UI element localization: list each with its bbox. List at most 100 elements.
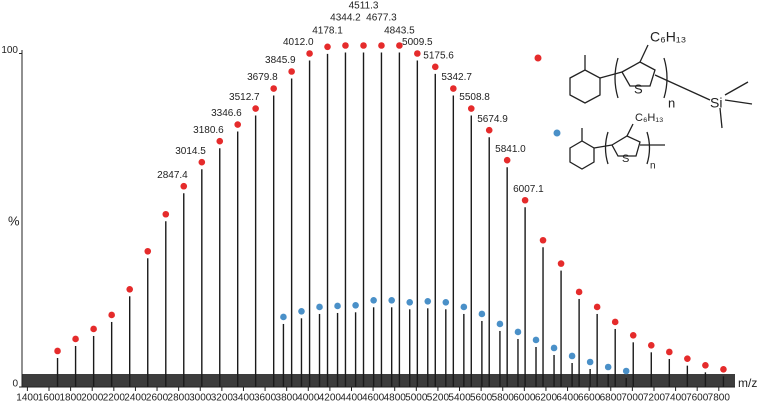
y-tick-label: 100 [1, 45, 18, 56]
x-tick-label: 5200 [427, 393, 450, 404]
peak-marker [629, 332, 637, 339]
x-tick-label: 1800 [59, 393, 82, 404]
peak-label: 5009.5 [402, 37, 433, 48]
peak-marker [334, 302, 341, 310]
x-tick-label: 1600 [38, 393, 61, 404]
peak-label: 4178.1 [312, 26, 343, 37]
x-tick-label: 1400 [16, 393, 39, 404]
peak-marker [352, 301, 359, 309]
peak-marker [414, 50, 421, 57]
structure-1 [534, 44, 753, 129]
y-tick-label: 0 [12, 379, 18, 390]
peak-marker [162, 210, 170, 218]
peak-marker [496, 320, 504, 328]
bond [599, 71, 623, 79]
x-tick-label: 4400 [340, 393, 363, 404]
peak-label: 4677.3 [366, 13, 397, 24]
x-tick-label: 2400 [124, 393, 147, 404]
x-tick-label: 2200 [103, 393, 126, 404]
peak-label: 3014.5 [175, 146, 206, 157]
peak-marker [647, 342, 655, 349]
peak-marker [234, 121, 241, 128]
peak-label: 5674.9 [477, 114, 508, 125]
peak-marker [424, 297, 432, 305]
x-tick-label: 5400 [448, 393, 471, 404]
peak-label: 2847.4 [157, 170, 188, 181]
ring [569, 140, 595, 170]
peak-marker [108, 311, 115, 319]
peak-marker [378, 42, 385, 49]
peak-marker [568, 352, 576, 360]
peak-marker [198, 158, 206, 166]
end-group: Si [710, 95, 722, 111]
peak-marker [306, 50, 313, 57]
ring [569, 69, 601, 104]
peak-label: 3512.7 [229, 92, 260, 103]
peak-marker [54, 347, 61, 355]
peak-marker [280, 313, 287, 321]
bond [719, 107, 723, 129]
x-tick-label: 2000 [81, 393, 104, 404]
x-tick-label: 7200 [643, 393, 666, 404]
peak-marker [126, 285, 134, 293]
peak-marker [666, 348, 673, 356]
bracket [614, 57, 668, 99]
x-tick-label: 5800 [492, 393, 515, 404]
peak-marker [485, 126, 493, 134]
x-tick-label: 6200 [535, 393, 558, 404]
peak-marker [684, 355, 691, 362]
peak-marker [467, 105, 475, 112]
x-tick-label: 3600 [254, 393, 277, 404]
peak-label: 6007.1 [513, 184, 544, 195]
peak-marker [144, 247, 152, 255]
peak-marker [557, 260, 565, 267]
peak-marker [450, 85, 457, 92]
peak-marker [252, 105, 259, 112]
ring [621, 61, 656, 87]
peak-label: 3346.6 [211, 108, 242, 119]
peak-marker [388, 296, 395, 304]
x-tick-label: 3200 [211, 393, 234, 404]
peak-label: 5175.6 [423, 50, 454, 61]
bond [626, 123, 634, 137]
peak-label: 3679.8 [247, 72, 278, 83]
x-tick-label: 7800 [708, 393, 731, 404]
repeat: n [650, 161, 656, 172]
peak-marker [720, 366, 727, 373]
x-tick-label: 3400 [232, 393, 255, 404]
bond [724, 99, 753, 105]
x-tick-label: 6800 [600, 393, 623, 404]
peak-marker [442, 298, 450, 306]
peak-marker [316, 303, 323, 311]
peak-marker [72, 335, 79, 343]
peak-marker [514, 328, 522, 336]
peak-marker [431, 63, 439, 71]
peak-marker [622, 367, 630, 375]
x-tick-label: 6400 [556, 393, 579, 404]
ring-atom: S [634, 81, 643, 96]
peak-marker [532, 336, 540, 344]
peak-label: 4344.2 [330, 13, 361, 24]
peak-label: 3845.9 [265, 55, 296, 66]
peak-label: 5508.8 [459, 92, 490, 103]
x-tick-label: 3000 [189, 393, 212, 404]
peak-marker [593, 303, 601, 311]
peak-marker [460, 303, 468, 311]
x-tick-label: 7400 [664, 393, 687, 404]
peak-marker [298, 307, 305, 315]
x-tick-label: 3800 [276, 393, 299, 404]
peak-label: 4511.3 [349, 1, 379, 12]
peak-marker [370, 296, 377, 304]
peak-marker [503, 156, 511, 164]
x-tick-label: 6600 [578, 393, 601, 404]
peak-marker [270, 85, 277, 92]
peak-marker [539, 236, 547, 244]
substituent: C₆H₁₃ [635, 112, 664, 124]
peak-marker [288, 68, 295, 75]
legend-dot [553, 129, 561, 137]
peak-marker [180, 182, 188, 190]
peak-marker [396, 42, 403, 49]
peak-marker [575, 288, 583, 296]
baseline-noise [22, 374, 735, 387]
